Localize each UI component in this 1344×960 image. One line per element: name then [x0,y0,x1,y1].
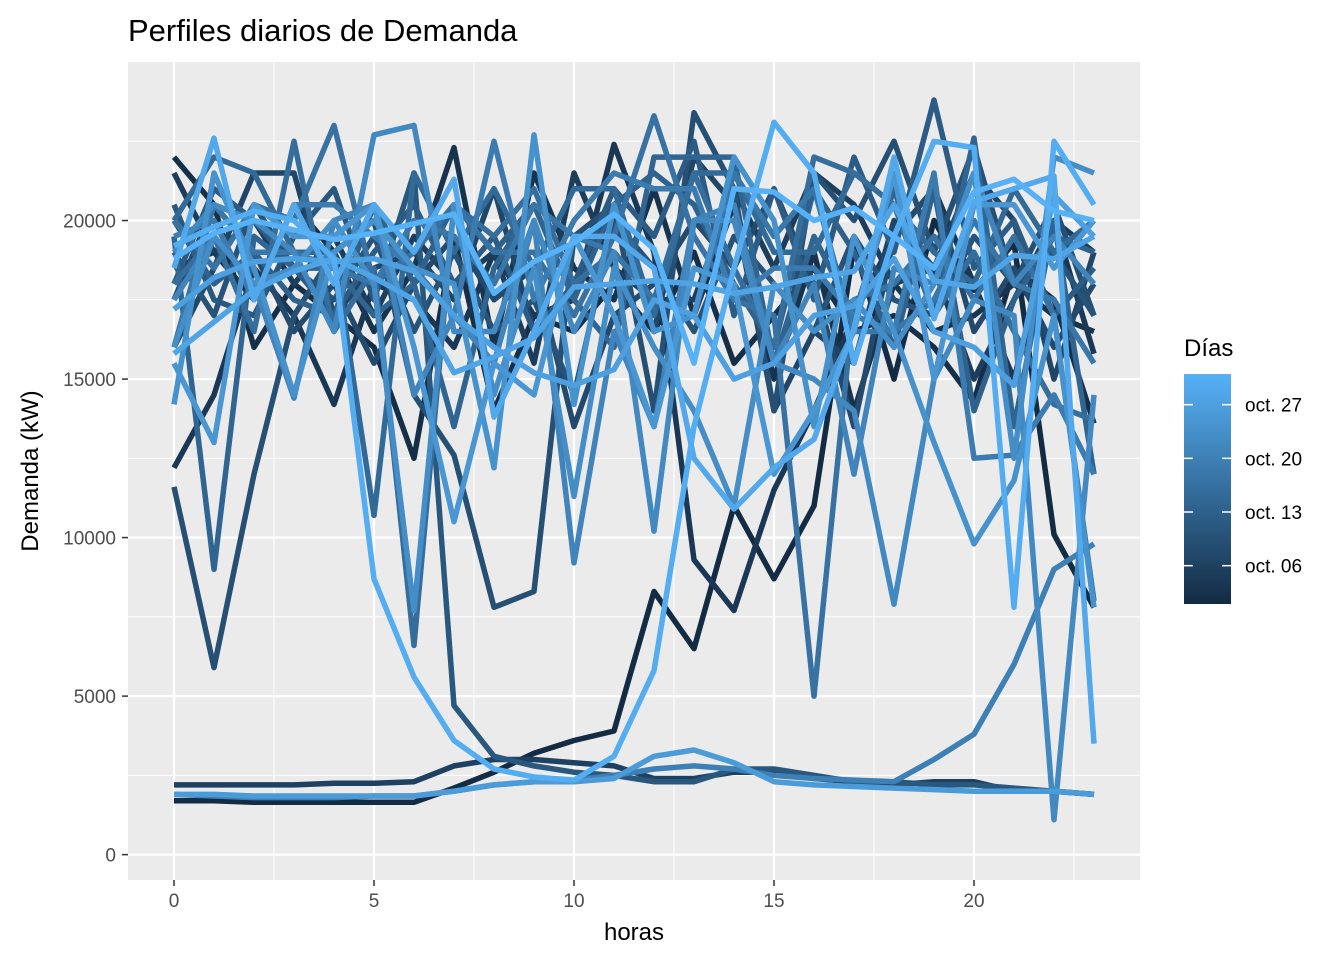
legend-ticks: oct. 27 oct. 20 oct. 13 oct. 06 [1184,396,1302,578]
legend-label: oct. 20 [1245,449,1302,470]
x-tick-label: 0 [169,891,180,912]
legend-title: Días [1184,335,1233,362]
y-tick-label: 0 [105,846,116,867]
series-line [171,154,1096,614]
x-tick-label: 20 [963,891,984,912]
legend-label: oct. 27 [1245,396,1302,417]
y-tick-label: 10000 [63,529,116,550]
chart-title: Perfiles diarios de Demanda [128,13,518,48]
y-axis-title: Demanda (kW) [17,390,44,551]
series-line [171,170,1095,798]
y-tick-label: 5000 [74,687,116,708]
series-line [171,113,1097,699]
series-line [172,176,1095,366]
legend-label: oct. 13 [1245,503,1302,524]
x-tick-label: 15 [763,891,784,912]
y-tick-label: 15000 [63,370,116,391]
x-axis-title: horas [604,919,664,946]
series-line [172,138,1097,476]
series-line [171,135,1097,744]
legend-colorbar [1184,374,1231,604]
x-axis-ticks: 0 5 10 15 20 [169,880,985,912]
series-line [172,119,1097,783]
series-line [174,747,1095,799]
series-line [171,122,1097,823]
legend: Días oct. 27 oct. 20 oct. 13 oct. 06 [1184,335,1302,604]
legend-label: oct. 06 [1245,557,1302,578]
x-tick-label: 10 [563,891,584,912]
y-axis-ticks: 0 5000 10000 15000 20000 [63,212,128,867]
series-lines [171,97,1097,823]
y-tick-label: 20000 [63,212,116,233]
x-tick-label: 5 [369,891,380,912]
series-line [172,201,1096,376]
